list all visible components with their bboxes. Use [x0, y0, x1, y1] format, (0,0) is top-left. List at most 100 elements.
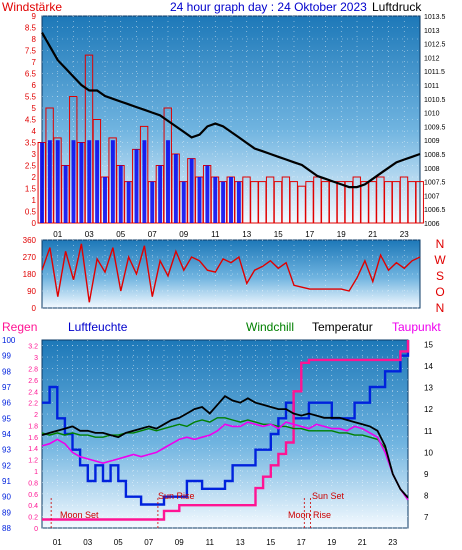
compass-letter: S: [436, 269, 444, 283]
rain-tick-label: 0.8: [28, 480, 38, 487]
direction-tick-label: 180: [23, 270, 37, 279]
pressure-tick-label: 1013.5: [424, 14, 446, 21]
hour-tick-label: 03: [83, 538, 92, 547]
pressure-tick-label: 1011.5: [424, 69, 445, 76]
rain-tick-label: 0.6: [28, 492, 38, 499]
pressure-tick-label: 1012.5: [424, 42, 446, 49]
pressure-tick-label: 1009.5: [424, 124, 446, 131]
moon-rise-label: Moon Rise: [288, 510, 331, 520]
wind-blue-bar: [40, 142, 44, 223]
wind-strength-label: Windstärke: [2, 0, 62, 14]
hour-tick-label: 13: [242, 230, 251, 239]
direction-tick-label: 360: [23, 236, 37, 245]
dewpoint-line: [41, 421, 409, 501]
rain-tick-label: 1.2: [28, 458, 38, 465]
moon-set-label: Moon Set: [60, 510, 99, 520]
pressure-tick-label: 1006: [424, 221, 440, 228]
hour-tick-label: 17: [297, 538, 306, 547]
sun-moon-annotations: Moon Set Sun Rise Sun Set Moon Rise: [60, 491, 345, 520]
compass-letter: W: [434, 253, 446, 267]
wind-blue-bar: [87, 140, 92, 223]
pressure-tick-label: 1010.5: [424, 97, 446, 104]
chart-title: 24 hour graph day : 24 Oktober 2023: [170, 0, 367, 14]
hour-tick-label: 05: [114, 538, 123, 547]
wind-blue-bar: [110, 140, 115, 223]
pressure-tick-label: 1007: [424, 193, 440, 200]
hour-tick-label: 09: [179, 230, 188, 239]
hour-tick-label: 11: [211, 230, 220, 239]
wind-blue-bar: [63, 165, 68, 223]
hour-tick-label: 15: [266, 538, 275, 547]
rain-tick-label: 2.6: [28, 378, 38, 385]
hour-tick-label: 13: [236, 538, 245, 547]
wind-blue-bar: [55, 140, 60, 223]
wind-tick-label: 5.5: [25, 93, 37, 102]
humidity-tick-label: 98: [2, 367, 11, 376]
rain-tick-label: 3: [34, 355, 38, 362]
wind-blue-bar: [229, 177, 233, 223]
hour-tick-label: 03: [85, 230, 94, 239]
wind-blue-bar: [142, 140, 147, 223]
rain-tick-label: 2.8: [28, 366, 38, 373]
direction-tick-label: 270: [23, 253, 37, 262]
direction-tick-label: 90: [27, 287, 36, 296]
wind-blue-bar: [158, 165, 163, 223]
temperature-line: [41, 395, 409, 499]
wind-tick-label: 8.5: [25, 24, 37, 33]
wind-blue-bar: [205, 165, 210, 223]
hour-tick-label: 11: [206, 538, 215, 547]
hour-tick-label: 21: [368, 230, 377, 239]
hour-tick-label: 21: [358, 538, 367, 547]
humidity-tick-label: 96: [2, 399, 11, 408]
pressure-tick-label: 1007.5: [424, 180, 446, 187]
wind-blue-bar: [95, 140, 100, 223]
windchill-label: Windchill: [246, 320, 294, 334]
rain-tick-label: 1.4: [28, 446, 38, 453]
humidity-tick-label: 95: [2, 414, 11, 423]
wind-blue-bar: [47, 140, 52, 223]
wind-blue-bar: [134, 149, 139, 223]
wind-tick-label: 1: [32, 196, 37, 205]
hour-tick-label: 15: [274, 230, 283, 239]
pressure-tick-label: 1012: [424, 55, 440, 62]
temperature-tick-label: 13: [424, 384, 433, 393]
rain-tick-label: 3.2: [28, 344, 38, 351]
hour-tick-label: 05: [116, 230, 125, 239]
pressure-tick-label: 1006.5: [424, 207, 446, 214]
rain-tick-label: 2.2: [28, 401, 38, 408]
wind-blue-bar: [181, 181, 186, 223]
wind-direction-line: [41, 243, 421, 303]
pressure-tick-label: 1013: [424, 28, 440, 35]
wind-tick-label: 7: [32, 58, 37, 67]
wind-tick-label: 1.5: [25, 185, 37, 194]
chart-marks: [37, 32, 424, 528]
rain-tick-label: 0.4: [28, 503, 38, 510]
wind-bar: [415, 181, 424, 224]
hour-tick-label: 19: [327, 538, 336, 547]
wind-blue-bar: [173, 154, 178, 223]
rain-tick-label: 1: [34, 469, 38, 476]
wind-blue-bar: [79, 142, 84, 223]
wind-blue-bar: [103, 177, 107, 223]
rain-line: [42, 340, 410, 521]
temperature-tick-label: 15: [424, 340, 433, 349]
humidity-tick-label: 100: [2, 336, 16, 345]
humidity-tick-label: 93: [2, 446, 11, 455]
sun-rise-label: Sun Rise: [158, 491, 195, 501]
compass-letter: N: [436, 301, 445, 315]
wind-blue-bar: [197, 177, 202, 223]
wind-tick-label: 2: [32, 173, 37, 182]
humidity-tick-label: 89: [2, 508, 11, 517]
wind-tick-label: 5: [32, 104, 37, 113]
wind-blue-bar: [213, 177, 218, 223]
wind-blue-bar: [236, 181, 241, 223]
wind-blue-bar: [118, 165, 123, 223]
hour-tick-label: 07: [144, 538, 153, 547]
temperature-label: Temperatur: [312, 320, 373, 334]
hour-tick-label: 23: [388, 538, 397, 547]
wind-blue-bar: [166, 140, 170, 223]
hour-tick-label: 01: [53, 538, 62, 547]
pressure-line: [41, 32, 421, 189]
